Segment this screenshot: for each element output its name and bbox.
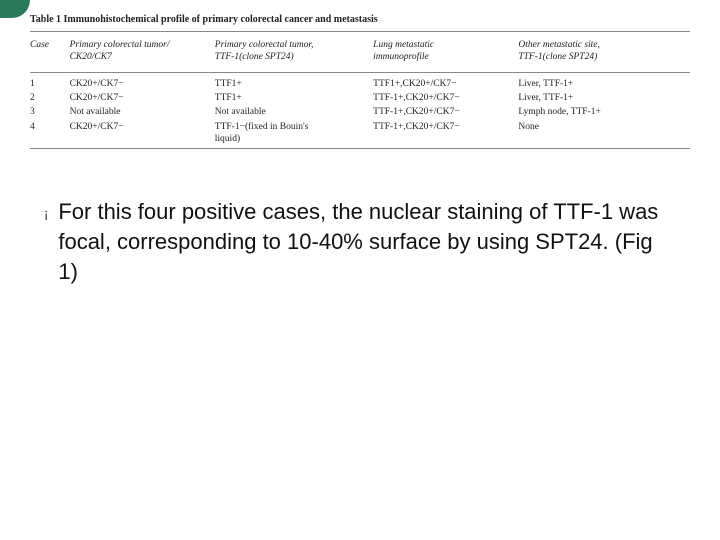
th-col4-l2: TTF-1(clone SPT24) <box>518 52 597 62</box>
table-row: 4 CK20+/CK7− TTF-1−(fixed in Bouin's liq… <box>30 120 690 147</box>
cell-c2-l1: TTF-1−(fixed in Bouin's <box>215 122 309 132</box>
th-case-text: Case <box>30 40 49 50</box>
cell-c2: TTF1+ <box>215 77 373 91</box>
rule-mid <box>30 72 690 73</box>
cell-c4: None <box>518 120 690 147</box>
th-col1-l1: Primary colorectal tumor/ <box>70 40 170 50</box>
th-col4: Other metastatic site, TTF-1(clone SPT24… <box>518 36 690 70</box>
cell-case: 3 <box>30 105 70 119</box>
cell-c3: TTF-1+,CK20+/CK7− <box>373 120 518 147</box>
table-row: 2 CK20+/CK7− TTF1+ TTF-1+,CK20+/CK7− Liv… <box>30 91 690 105</box>
cell-c1: CK20+/CK7− <box>70 77 215 91</box>
cell-c3: TTF1+,CK20+/CK7− <box>373 77 518 91</box>
body-text-block: ¡ For this four positive cases, the nucl… <box>0 153 720 286</box>
cell-c4: Liver, TTF-1+ <box>518 91 690 105</box>
table-caption: Table 1 Immunohistochemical profile of p… <box>30 14 690 25</box>
rule-top <box>30 31 690 32</box>
cell-c1: CK20+/CK7− <box>70 91 215 105</box>
table-row: 3 Not available Not available TTF-1+,CK2… <box>30 105 690 119</box>
cell-case: 1 <box>30 77 70 91</box>
th-col1: Primary colorectal tumor/ CK20/CK7 <box>70 36 215 70</box>
cell-c1: CK20+/CK7− <box>70 120 215 147</box>
th-col3: Lung metastatic immunoprofile <box>373 36 518 70</box>
cell-case: 4 <box>30 120 70 147</box>
rule-bottom <box>30 148 690 149</box>
th-col1-l2: CK20/CK7 <box>70 52 112 62</box>
th-col3-l1: Lung metastatic <box>373 40 434 50</box>
th-col2-l2: TTF-1(clone SPT24) <box>215 52 294 62</box>
cell-c2: Not available <box>215 105 373 119</box>
th-col3-l2: immunoprofile <box>373 52 429 62</box>
th-col4-l1: Other metastatic site, <box>518 40 600 50</box>
cell-c2-l2: liquid) <box>215 134 240 144</box>
cell-c3: TTF-1+,CK20+/CK7− <box>373 105 518 119</box>
table-region: Table 1 Immunohistochemical profile of p… <box>0 0 720 153</box>
body-text: For this four positive cases, the nuclea… <box>58 197 676 286</box>
th-case: Case <box>30 36 70 70</box>
cell-case: 2 <box>30 91 70 105</box>
table-row: 1 CK20+/CK7− TTF1+ TTF1+,CK20+/CK7− Live… <box>30 77 690 91</box>
th-col2-l1: Primary colorectal tumor, <box>215 40 314 50</box>
bullet-icon: ¡ <box>44 205 48 223</box>
immunoprofile-table: Case Primary colorectal tumor/ CK20/CK7 … <box>30 36 690 153</box>
cell-c2: TTF1+ <box>215 91 373 105</box>
cell-c3: TTF-1+,CK20+/CK7− <box>373 91 518 105</box>
cell-c4: Lymph node, TTF-1+ <box>518 105 690 119</box>
cell-c4: Liver, TTF-1+ <box>518 77 690 91</box>
cell-c2: TTF-1−(fixed in Bouin's liquid) <box>215 120 373 147</box>
bullet-row: ¡ For this four positive cases, the nucl… <box>44 197 676 286</box>
cell-c1: Not available <box>70 105 215 119</box>
table-header-row: Case Primary colorectal tumor/ CK20/CK7 … <box>30 36 690 70</box>
th-col2: Primary colorectal tumor, TTF-1(clone SP… <box>215 36 373 70</box>
